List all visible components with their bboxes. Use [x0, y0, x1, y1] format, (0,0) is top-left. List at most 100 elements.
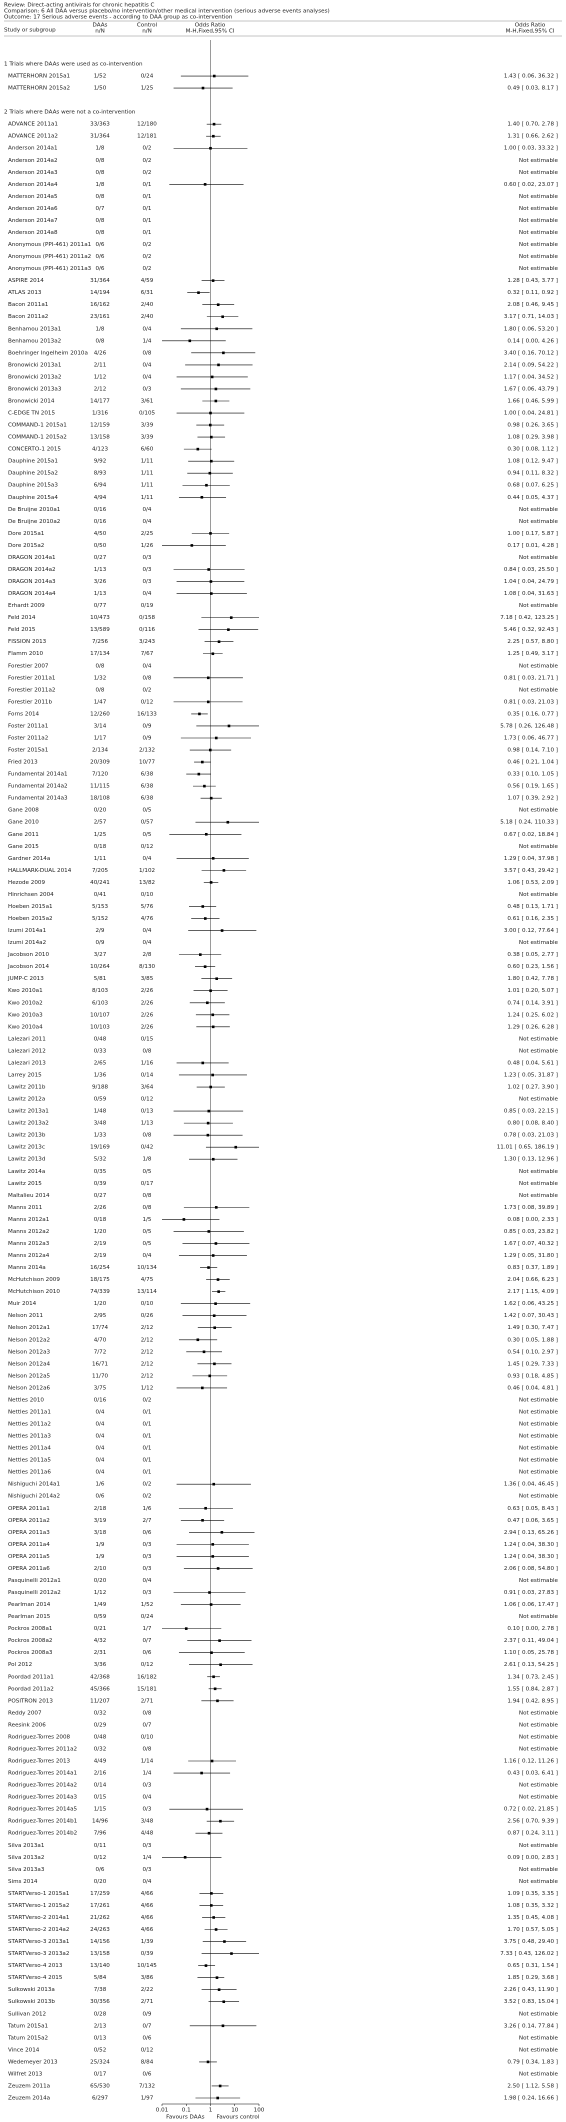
study-name: Gane 2015 — [8, 844, 39, 850]
result-text: 1.24 [ 0.25, 6.02 ] — [507, 1012, 558, 1018]
daa-events: 2/16 — [94, 1771, 107, 1777]
study-name: OPERA 2011a2 — [8, 1518, 50, 1524]
daa-events: 0/16 — [94, 519, 107, 525]
study-name: Lalezari 2011 — [8, 1036, 46, 1042]
daa-events: 6/94 — [94, 483, 107, 489]
control-events: 1/11 — [141, 459, 154, 465]
study-name: OPERA 2011a6 — [8, 1566, 50, 1572]
control-events: 0/116 — [139, 627, 156, 633]
point-estimate — [197, 772, 201, 776]
study-name: Feld 2014 — [8, 615, 36, 621]
control-events: 0/7 — [142, 2023, 151, 2029]
study-name: Nettles 2011a6 — [8, 1470, 51, 1476]
daa-events: 14/96 — [92, 1819, 109, 1825]
result-text: 2.56 [ 0.70, 9.39 ] — [507, 1819, 558, 1825]
study-name: Nelson 2012a2 — [8, 1337, 50, 1343]
study-name: Pockros 2008a1 — [8, 1626, 53, 1632]
study-name: Sulkowski 2013a — [8, 1987, 55, 1993]
result-text: 1.02 [ 0.27, 3.90 ] — [507, 1085, 558, 1091]
daa-events: 12/159 — [90, 423, 110, 429]
point-estimate — [219, 1663, 222, 1667]
result-text: 3.40 [ 0.16, 70.12 ] — [504, 350, 558, 356]
study-name: MATTERHORN 2015a2 — [8, 86, 70, 92]
result-text: 2.06 [ 0.08, 54.80 ] — [504, 1566, 558, 1572]
daa-events: 10/264 — [90, 964, 110, 970]
study-name: Tatum 2015a2 — [7, 2035, 48, 2041]
control-events: 0/4 — [142, 1253, 151, 1259]
control-events: 0/158 — [139, 615, 156, 621]
point-estimate — [201, 1386, 204, 1390]
point-estimate — [206, 1133, 210, 1137]
x-tick-label: 1 — [209, 2108, 213, 2114]
x-tick-label: 0.01 — [156, 2108, 169, 2114]
study-name: Jacobson 2014 — [7, 964, 49, 970]
study-name: Gardner 2014a — [8, 856, 50, 862]
daa-events: 17/74 — [92, 1325, 109, 1331]
daa-events: 0/27 — [94, 555, 107, 561]
control-events: 0/9 — [142, 735, 151, 741]
control-events: 0/4 — [142, 507, 151, 513]
result-text: 1.67 [ 0.07, 40.32 ] — [504, 1241, 558, 1247]
control-events: 0/8 — [142, 1133, 151, 1139]
control-events: 0/7 — [142, 1722, 151, 1728]
result-text: Not estimable — [519, 1494, 559, 1500]
result-text: 2.50 [ 1.12, 5.58 ] — [507, 2083, 558, 2089]
result-text: 2.17 [ 1.15, 4.09 ] — [507, 1289, 558, 1295]
result-text: 1.55 [ 0.84, 2.87 ] — [507, 1686, 558, 1692]
point-estimate — [207, 1109, 211, 1113]
control-events: 7/132 — [139, 2083, 155, 2089]
daa-events: 2/57 — [94, 820, 107, 826]
control-events: 0/3 — [142, 1566, 151, 1572]
result-text: 0.81 [ 0.03, 21.71 ] — [504, 675, 558, 681]
daa-events: 0/4 — [95, 1434, 104, 1440]
daa-events: 0/27 — [94, 1193, 107, 1199]
result-text: Not estimable — [519, 1746, 559, 1752]
daa-events: 8/103 — [92, 988, 109, 994]
result-text: 0.32 [ 0.11, 0.92 ] — [507, 290, 558, 296]
study-name: Lalezari 2013 — [8, 1060, 46, 1066]
daa-events: 10/473 — [90, 615, 110, 621]
point-estimate — [226, 820, 230, 824]
result-text: Not estimable — [519, 1097, 559, 1103]
control-events: 0/1 — [142, 1422, 151, 1428]
study-name: Forestier 2007 — [8, 663, 49, 669]
point-estimate — [200, 495, 204, 499]
point-estimate — [203, 965, 207, 968]
study-name: Pol 2012 — [8, 1662, 32, 1668]
result-text: 0.78 [ 0.03, 21.03 ] — [504, 1133, 558, 1139]
outcome: Outcome: 17 Serious adverse events - acc… — [4, 15, 233, 21]
point-estimate — [210, 1904, 213, 1907]
control-events: 3/85 — [141, 976, 154, 982]
study-name: Rodriguez-Torres 2008 — [8, 1734, 71, 1740]
daa-events: 4/70 — [94, 1337, 107, 1343]
control-events: 4/66 — [141, 1927, 154, 1933]
daa-events: 7/205 — [92, 868, 109, 874]
control-events: 1/11 — [141, 495, 154, 501]
daa-events: 3/19 — [94, 1518, 107, 1524]
daa-events: 13/589 — [90, 627, 110, 633]
study-name: DRAGON 2014a1 — [8, 555, 56, 561]
result-text: 1.85 [ 0.29, 3.68 ] — [507, 1975, 558, 1981]
daa-events: 0/14 — [94, 1783, 107, 1789]
daa-events: 0/6 — [95, 254, 104, 260]
point-estimate — [219, 1819, 222, 1823]
result-text: 1.80 [ 0.06, 53.20 ] — [504, 326, 558, 332]
study-name: Nishiguchi 2014a1 — [8, 1482, 60, 1488]
point-estimate — [184, 1627, 188, 1630]
point-estimate — [217, 1988, 221, 1991]
result-text: 3.52 [ 0.83, 15.04 ] — [504, 1999, 558, 2005]
control-events: 0/9 — [142, 723, 151, 729]
study-name: De Bruijne 2010a1 — [8, 507, 61, 513]
control-events: 2/12 — [141, 1325, 154, 1331]
control-events: 0/4 — [142, 940, 151, 946]
result-text: 0.63 [ 0.05, 8.43 ] — [507, 1506, 558, 1512]
control-events: 2/12 — [141, 1349, 154, 1355]
point-estimate — [208, 1374, 212, 1378]
study-name: Bronowicki 2013a2 — [8, 374, 61, 380]
study-name: STARTVerso-3 2013a2 — [8, 1951, 69, 1957]
study-name: Muir 2014 — [8, 1301, 37, 1307]
point-estimate — [196, 447, 200, 451]
control-events: 10/134 — [137, 1265, 157, 1271]
control-events: 3/86 — [141, 1975, 154, 1981]
result-text: 1.66 [ 0.46, 5.99 ] — [507, 398, 558, 404]
